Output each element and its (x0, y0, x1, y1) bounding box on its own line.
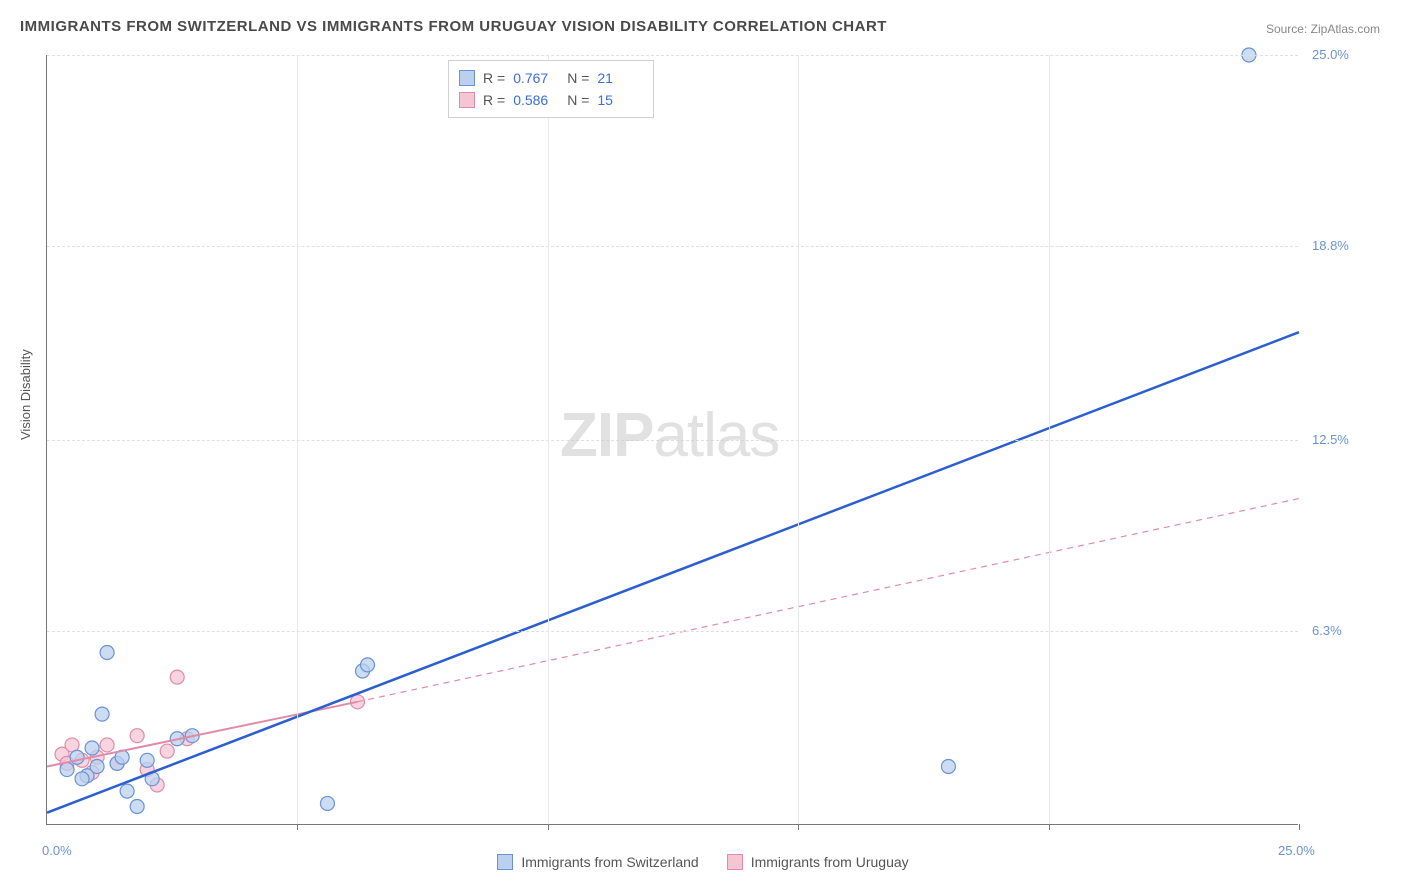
data-point (95, 707, 109, 721)
legend-item-switzerland: Immigrants from Switzerland (497, 854, 698, 870)
gridline-vertical (798, 55, 799, 824)
gridline-horizontal (47, 631, 1298, 632)
gridline-horizontal (47, 440, 1298, 441)
legend-swatch-uruguay (459, 92, 475, 108)
x-tick (798, 824, 799, 830)
data-point (130, 800, 144, 814)
data-point (170, 670, 184, 684)
legend-swatch-switzerland (459, 70, 475, 86)
data-point (941, 759, 955, 773)
legend-stats-row-1: R = 0.767 N = 21 (459, 67, 643, 89)
data-point (120, 784, 134, 798)
data-point (361, 658, 375, 672)
regression-line (357, 499, 1299, 702)
y-tick-label: 18.8% (1312, 238, 1349, 253)
x-tick (1049, 824, 1050, 830)
legend-label: Immigrants from Uruguay (751, 854, 909, 870)
data-point (100, 738, 114, 752)
x-tick (548, 824, 549, 830)
data-point (160, 744, 174, 758)
legend-r-label: R = (483, 89, 505, 111)
chart-plot-area (46, 55, 1298, 825)
legend-r-value-1: 0.767 (513, 67, 559, 89)
legend-stats: R = 0.767 N = 21 R = 0.586 N = 15 (448, 60, 654, 118)
data-point (85, 741, 99, 755)
legend-swatch-switzerland (497, 854, 513, 870)
gridline-horizontal (47, 246, 1298, 247)
legend-n-value-2: 15 (597, 89, 643, 111)
source-attribution: Source: ZipAtlas.com (1266, 22, 1380, 36)
y-tick-label: 6.3% (1312, 623, 1342, 638)
data-point (60, 763, 74, 777)
data-point (320, 796, 334, 810)
data-point (90, 759, 104, 773)
x-tick (297, 824, 298, 830)
legend-label: Immigrants from Switzerland (521, 854, 698, 870)
legend-n-value-1: 21 (597, 67, 643, 89)
legend-n-label: N = (567, 89, 589, 111)
gridline-vertical (548, 55, 549, 824)
legend-n-label: N = (567, 67, 589, 89)
gridline-vertical (1049, 55, 1050, 824)
y-tick-label: 12.5% (1312, 432, 1349, 447)
chart-title: IMMIGRANTS FROM SWITZERLAND VS IMMIGRANT… (20, 18, 887, 35)
regression-line (47, 332, 1299, 812)
legend-swatch-uruguay (727, 854, 743, 870)
data-point (140, 753, 154, 767)
legend-item-uruguay: Immigrants from Uruguay (727, 854, 909, 870)
gridline-horizontal (47, 55, 1298, 56)
data-point (100, 646, 114, 660)
legend-r-label: R = (483, 67, 505, 89)
legend-series: Immigrants from Switzerland Immigrants f… (0, 854, 1406, 870)
y-axis-label: Vision Disability (18, 349, 33, 440)
gridline-vertical (297, 55, 298, 824)
legend-r-value-2: 0.586 (513, 89, 559, 111)
legend-stats-row-2: R = 0.586 N = 15 (459, 89, 643, 111)
y-tick-label: 25.0% (1312, 47, 1349, 62)
data-point (130, 729, 144, 743)
x-tick (1299, 824, 1300, 830)
data-point (75, 772, 89, 786)
